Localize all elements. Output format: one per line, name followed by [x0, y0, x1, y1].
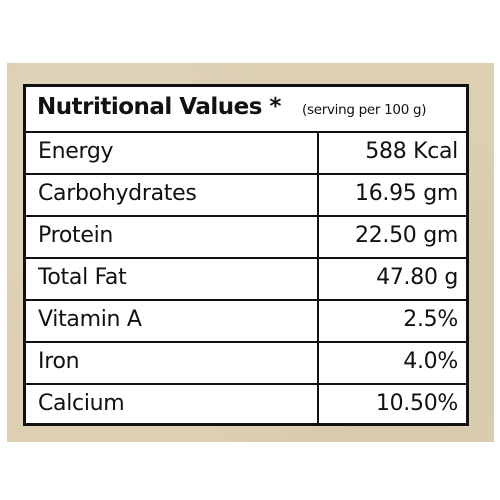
- table-row-carbohydrates: Carbohydrates 16.95 gm: [26, 175, 466, 217]
- table-row-total-fat: Total Fat 47.80 g: [26, 259, 466, 301]
- table-row-protein: Protein 22.50 gm: [26, 217, 466, 259]
- nutrient-name: Energy: [38, 139, 114, 164]
- nutrition-table: Nutritional Values * (serving per 100 g)…: [23, 84, 469, 426]
- serving-note: (serving per 100 g): [302, 102, 427, 118]
- nutrient-value: 22.50 gm: [355, 223, 458, 248]
- nutrient-value: 588 Kcal: [365, 139, 458, 164]
- nutrient-name: Iron: [38, 349, 80, 374]
- column-divider: [317, 133, 319, 423]
- table-row-iron: Iron 4.0%: [26, 343, 466, 385]
- table-row-energy: Energy 588 Kcal: [26, 133, 466, 175]
- nutrient-value: 10.50%: [375, 391, 458, 416]
- table-row-calcium: Calcium 10.50%: [26, 385, 466, 427]
- nutrient-name: Protein: [38, 223, 114, 248]
- nutrient-value: 16.95 gm: [355, 181, 458, 206]
- nutrient-name: Total Fat: [38, 265, 127, 290]
- nutrient-value: 4.0%: [403, 349, 458, 374]
- nutrient-value: 47.80 g: [376, 265, 458, 290]
- table-row-vitamin-a: Vitamin A 2.5%: [26, 301, 466, 343]
- nutrient-name: Calcium: [38, 391, 125, 416]
- nutrient-name: Carbohydrates: [38, 181, 197, 206]
- nutrient-value: 2.5%: [403, 307, 458, 332]
- table-header: Nutritional Values * (serving per 100 g): [26, 87, 466, 133]
- table-title: Nutritional Values *: [37, 94, 281, 120]
- nutrient-name: Vitamin A: [38, 307, 142, 332]
